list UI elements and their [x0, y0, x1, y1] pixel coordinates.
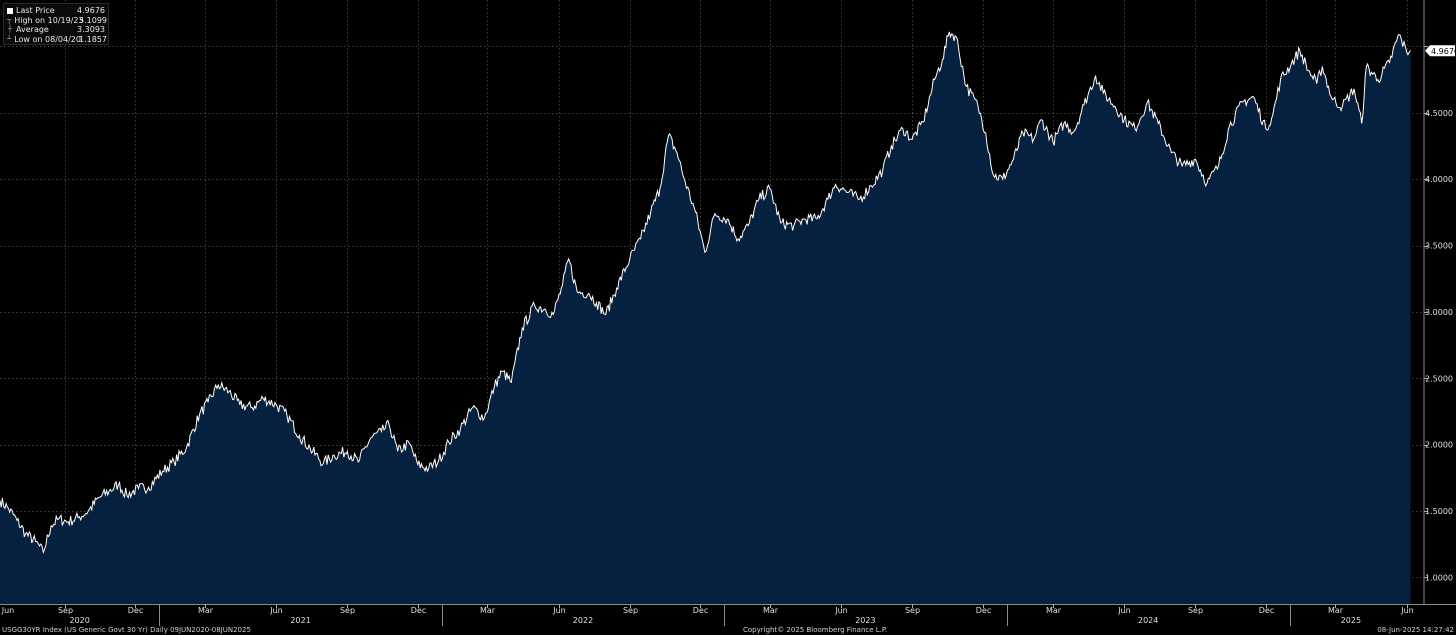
x-year-label: 2025 — [1341, 616, 1361, 625]
footer-security-description: USGG30YR Index (US Generic Govt 30 Yr) D… — [2, 626, 251, 634]
legend-average-label: Average — [16, 25, 49, 34]
x-month-label: Dec — [1259, 606, 1274, 615]
legend-last-price-value: 4.9676 — [77, 6, 105, 15]
x-year-label: 2022 — [573, 616, 593, 625]
x-month-label: Dec — [976, 606, 991, 615]
legend-last-price-label: Last Price — [16, 6, 55, 15]
footer-timestamp: 08-Jun-2025 14:27:42 — [1377, 626, 1454, 634]
x-month-label: Jun — [552, 606, 566, 615]
x-year-label: 2024 — [1138, 616, 1158, 625]
x-month-label: Sep — [905, 606, 920, 615]
legend-high-marker-icon: ┬ — [7, 15, 12, 24]
x-axis: Jun Sep Dec Mar Jun Sep Dec Mar Jun Sep Dec Mar Jun S… — [1, 604, 1414, 626]
price-line — [0, 31, 1411, 554]
x-month-label: Mar — [480, 606, 496, 615]
legend-average-value: 3.3093 — [77, 25, 105, 34]
price-area-fill — [0, 31, 1411, 604]
x-month-label: Sep — [1188, 606, 1203, 615]
legend-low-marker-icon: ┴ — [7, 34, 12, 43]
x-month-label: Jun — [1, 606, 15, 615]
x-month-label: Mar — [763, 606, 779, 615]
y-tick-label: 1.5000 — [1425, 507, 1453, 516]
x-month-label: Dec — [411, 606, 426, 615]
y-tick-label: 1.0000 — [1425, 573, 1453, 582]
last-price-tag-label: 4.9676 — [1431, 47, 1456, 56]
legend-average: ┼ Average 3.3093 — [7, 25, 105, 35]
x-month-label: Mar — [1328, 606, 1344, 615]
y-tick-label: 4.5000 — [1425, 109, 1453, 118]
x-month-label: Mar — [198, 606, 214, 615]
legend-swatch — [7, 7, 13, 14]
legend-last-price: Last Price 4.9676 — [7, 6, 105, 16]
legend-high-label: High on 10/19/23 — [14, 15, 84, 25]
footer-copyright: Copyright© 2025 Bloomberg Finance L.P. — [743, 626, 888, 634]
y-tick-label: 3.0000 — [1425, 308, 1453, 317]
x-month-label: Sep — [340, 606, 355, 615]
y-tick-label: 2.5000 — [1425, 374, 1453, 383]
x-month-label: Jun — [269, 606, 283, 615]
x-month-label: Jun — [834, 606, 848, 615]
x-month-label: Sep — [58, 606, 73, 615]
x-year-label: 2020 — [70, 616, 90, 625]
legend-low-value: 1.1857 — [79, 34, 107, 44]
chart-legend: Last Price 4.9676 ┬ High on 10/19/23 5.10… — [3, 3, 109, 45]
legend-low: ┴ Low on 08/04/20 1.1857 — [7, 34, 107, 45]
y-tick-label: 4.0000 — [1425, 175, 1453, 184]
y-axis: 1.0000 1.5000 2.0000 2.5000 3.0000 3.5000 4.00… — [1424, 46, 1453, 582]
x-month-label: Dec — [128, 606, 143, 615]
x-year-label: 2021 — [290, 616, 310, 625]
legend-average-marker-icon: ┼ — [7, 25, 13, 33]
x-year-label: 2023 — [855, 616, 875, 625]
legend-high-value: 5.1099 — [79, 15, 107, 25]
x-month-label: Mar — [1046, 606, 1062, 615]
legend-high: ┬ High on 10/19/23 5.1099 — [7, 15, 107, 26]
x-month-label: Dec — [693, 606, 708, 615]
x-month-label: Jun — [1117, 606, 1131, 615]
legend-low-label: Low on 08/04/20 — [14, 34, 81, 44]
y-tick-label: 2.0000 — [1425, 441, 1453, 450]
x-month-label: Jun — [1400, 606, 1414, 615]
chart-footer: USGG30YR Index (US Generic Govt 30 Yr) D… — [0, 626, 1456, 635]
x-month-label: Sep — [623, 606, 638, 615]
y-tick-label: 3.5000 — [1425, 242, 1453, 251]
last-price-tag: 4.9676 — [1425, 45, 1456, 57]
